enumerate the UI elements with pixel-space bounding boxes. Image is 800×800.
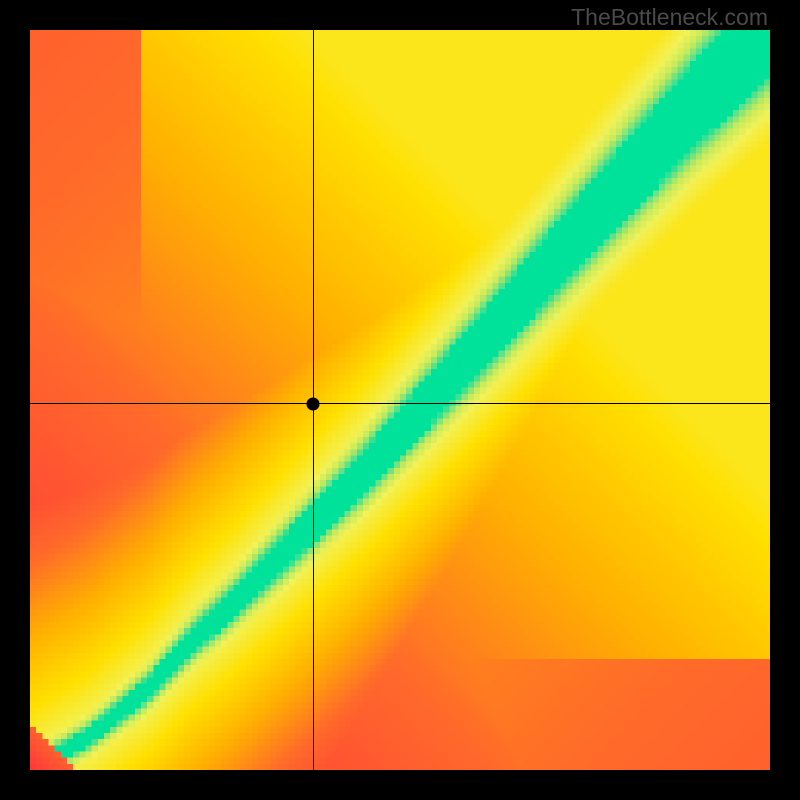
selected-point-marker bbox=[307, 397, 320, 410]
bottleneck-heatmap bbox=[30, 30, 770, 770]
crosshair-horizontal bbox=[30, 403, 770, 404]
chart-container: TheBottleneck.com bbox=[0, 0, 800, 800]
watermark-text: TheBottleneck.com bbox=[571, 4, 768, 31]
